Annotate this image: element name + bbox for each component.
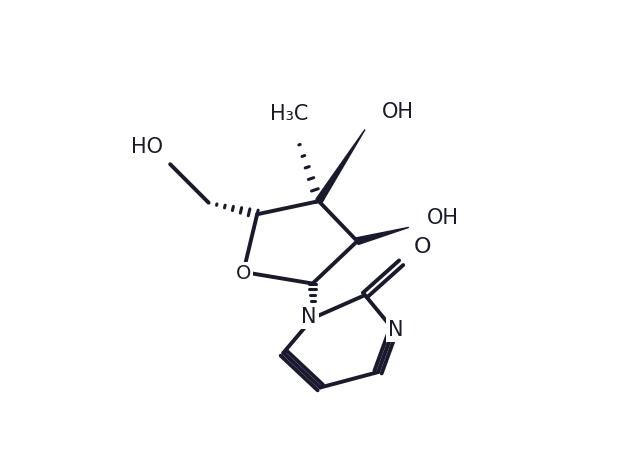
- Text: OH: OH: [427, 208, 459, 228]
- Text: O: O: [414, 237, 432, 258]
- Text: H₃C: H₃C: [270, 104, 308, 124]
- Text: N: N: [301, 306, 317, 327]
- Text: N: N: [388, 320, 403, 340]
- Text: HO: HO: [131, 137, 163, 157]
- Text: OH: OH: [382, 102, 414, 122]
- Polygon shape: [316, 130, 365, 203]
- Polygon shape: [356, 227, 409, 244]
- Text: O: O: [236, 264, 251, 283]
